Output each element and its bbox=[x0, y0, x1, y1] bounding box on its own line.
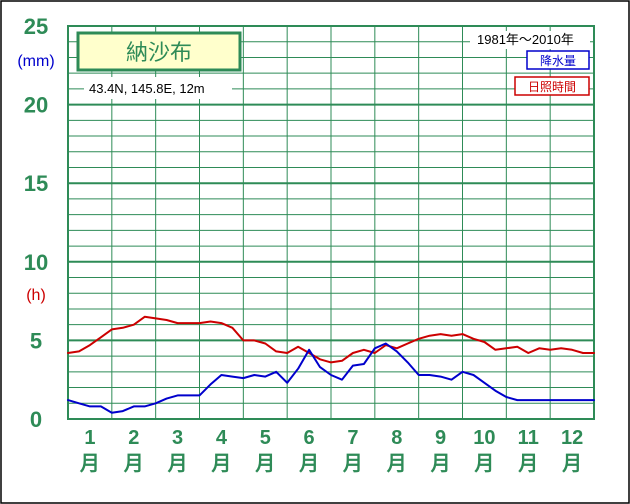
x-tick-suffix: 月 bbox=[430, 453, 451, 475]
period-box bbox=[470, 31, 590, 49]
y-tick-label: 0 bbox=[30, 407, 42, 432]
location-label: 43.4N, 145.8E, 12m bbox=[89, 81, 205, 96]
x-tick-label: 1 bbox=[84, 427, 95, 449]
legend-sunshine-box bbox=[514, 76, 590, 96]
legend-precip-label: 降水量 bbox=[540, 54, 576, 68]
x-tick-label: 4 bbox=[216, 427, 228, 449]
x-tick-label: 5 bbox=[260, 427, 271, 449]
x-tick-suffix: 月 bbox=[386, 453, 407, 475]
legend-sunshine-label: 日照時間 bbox=[528, 80, 576, 94]
x-tick-suffix: 月 bbox=[342, 453, 363, 475]
y-tick-label: 10 bbox=[24, 250, 48, 275]
y-tick-label: 20 bbox=[24, 93, 48, 118]
sunshine-unit-label: (h) bbox=[26, 287, 46, 304]
y-tick-label: 25 bbox=[24, 14, 48, 39]
period-label: 1981年〜2010年 bbox=[477, 32, 574, 47]
x-tick-suffix: 月 bbox=[561, 453, 582, 475]
x-tick-suffix: 月 bbox=[254, 453, 275, 475]
legend-precip-box bbox=[526, 50, 590, 70]
x-tick-label: 2 bbox=[128, 427, 139, 449]
x-tick-suffix: 月 bbox=[298, 453, 319, 475]
x-tick-suffix: 月 bbox=[79, 453, 100, 475]
title-box bbox=[76, 31, 242, 72]
y-tick-labels: 0 5 10 15 20 25 bbox=[24, 14, 48, 432]
series-layer bbox=[67, 315, 595, 414]
x-tick-suffix: 月 bbox=[517, 453, 538, 475]
precipitation-line bbox=[67, 342, 595, 414]
legend: 降水量 日照時間 bbox=[514, 50, 590, 96]
x-tick-label: 9 bbox=[435, 427, 446, 449]
x-tick-suffix: 月 bbox=[473, 453, 494, 475]
x-tick-label: 12 bbox=[561, 427, 583, 449]
y-tick-label: 5 bbox=[30, 328, 42, 353]
x-tick-label: 10 bbox=[473, 427, 495, 449]
sunshine-line bbox=[67, 315, 595, 364]
chart-title: 納沙布 bbox=[126, 41, 192, 66]
x-tick-suffix: 月 bbox=[167, 453, 188, 475]
x-tick-label: 6 bbox=[304, 427, 315, 449]
x-tick-label: 11 bbox=[518, 427, 539, 449]
x-tick-suffix: 月 bbox=[210, 453, 231, 475]
x-tick-label: 7 bbox=[347, 427, 358, 449]
grid bbox=[68, 26, 594, 419]
x-tick-label: 8 bbox=[391, 427, 402, 449]
x-tick-label: 3 bbox=[172, 427, 183, 449]
x-tick-labels: 1 月 2 月 3 月 4 月 5 月 6 月 7 月 8 月 9 月 10 月 11 月 12 月 bbox=[79, 427, 583, 475]
precip-unit-label: (mm) bbox=[17, 53, 54, 70]
location-box bbox=[84, 77, 232, 99]
y-tick-label: 15 bbox=[24, 171, 48, 196]
x-tick-suffix: 月 bbox=[123, 453, 144, 475]
